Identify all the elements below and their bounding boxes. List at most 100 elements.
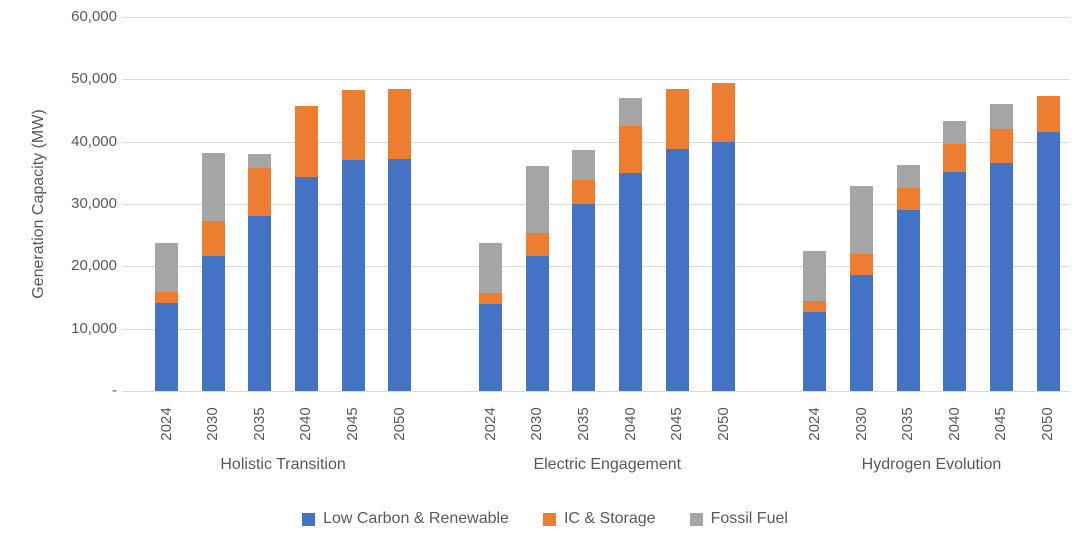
bar-segment-fossil-fuel — [155, 242, 178, 292]
bar-segment-ic-storage — [341, 89, 365, 161]
bar-segment-fossil-fuel — [803, 251, 827, 302]
legend-label: Low Carbon & Renewable — [323, 510, 509, 527]
bar-segment-low-carbon-renewable — [619, 173, 643, 391]
bar-segment-ic-storage — [619, 126, 643, 174]
bar-segment-ic-storage — [155, 291, 178, 304]
bar-segment-fossil-fuel — [989, 104, 1013, 129]
y-tick-mark — [122, 79, 131, 81]
x-tick-year-label: 2040 — [297, 407, 315, 441]
bar-segment-low-carbon-renewable — [712, 141, 736, 391]
bar-segment-ic-storage — [294, 106, 318, 178]
x-tick-year-label: 2024 — [481, 407, 499, 441]
legend-label: IC & Storage — [563, 510, 656, 527]
bar-segment-fossil-fuel — [619, 98, 643, 127]
bar-segment-low-carbon-renewable — [896, 209, 920, 391]
x-tick-year-label: 2035 — [250, 407, 268, 441]
legend-swatch — [542, 512, 556, 526]
bar-segment-ic-storage — [248, 167, 272, 217]
bar-segment-fossil-fuel — [201, 152, 225, 221]
y-tick-label: 20,000 — [71, 257, 117, 275]
bar-segment-low-carbon-renewable — [1036, 132, 1060, 391]
bar-segment-ic-storage — [525, 233, 549, 257]
bar-segment-ic-storage — [388, 89, 412, 160]
bar-segment-low-carbon-renewable — [248, 216, 272, 391]
x-tick-year-label: 2030 — [204, 407, 222, 441]
gridline — [131, 391, 1070, 392]
x-tick-year-label: 2024 — [805, 407, 823, 441]
bar-segment-fossil-fuel — [943, 121, 967, 144]
gridline — [131, 79, 1070, 81]
bar-segment-low-carbon-renewable — [388, 159, 412, 391]
bar-segment-low-carbon-renewable — [850, 275, 874, 391]
y-tick-mark — [122, 204, 131, 205]
bar-segment-low-carbon-renewable — [479, 304, 503, 391]
bar-segment-fossil-fuel — [896, 164, 920, 188]
bar-segment-ic-storage — [896, 187, 920, 210]
bar-segment-low-carbon-renewable — [341, 160, 365, 391]
bar-segment-low-carbon-renewable — [525, 256, 549, 391]
bar-segment-fossil-fuel — [572, 149, 596, 180]
bar-segment-low-carbon-renewable — [155, 303, 178, 391]
y-tick-label: 40,000 — [71, 132, 117, 150]
bar-segment-fossil-fuel — [479, 243, 503, 293]
y-tick-mark — [122, 141, 131, 143]
bar-segment-ic-storage — [989, 128, 1013, 163]
x-tick-year-label: 2035 — [574, 407, 592, 441]
x-tick-year-label: 2030 — [852, 407, 870, 441]
bar-segment-ic-storage — [572, 179, 596, 204]
bar-segment-low-carbon-renewable — [294, 177, 318, 391]
gridline — [131, 266, 1070, 268]
bar-segment-low-carbon-renewable — [572, 204, 596, 391]
bar-segment-ic-storage — [712, 83, 736, 142]
x-tick-year-label: 2050 — [390, 407, 408, 441]
legend-item: Low Carbon & Renewable — [302, 510, 509, 528]
y-tick-mark — [122, 328, 131, 330]
bar-segment-ic-storage — [201, 220, 225, 257]
gridline — [131, 204, 1070, 205]
x-tick-year-label: 2050 — [714, 407, 732, 441]
bar-segment-ic-storage — [803, 301, 827, 312]
legend: Low Carbon & Renewable IC & Storage Fossil… — [0, 510, 1090, 528]
legend-swatch — [689, 512, 703, 526]
bar-segment-low-carbon-renewable — [201, 256, 225, 391]
y-tick-label: 50,000 — [71, 70, 117, 88]
bar-segment-low-carbon-renewable — [943, 172, 967, 391]
x-tick-year-label: 2045 — [344, 407, 362, 441]
y-tick-mark — [122, 391, 131, 392]
legend-swatch — [302, 512, 316, 526]
x-tick-year-label: 2030 — [528, 407, 546, 441]
x-tick-year-label: 2050 — [1039, 407, 1057, 441]
x-group-label: Hydrogen Evolution — [861, 456, 1002, 473]
bar-segment-ic-storage — [1036, 96, 1060, 133]
x-group-label: Holistic Transition — [220, 456, 346, 473]
legend-item: Fossil Fuel — [689, 510, 788, 528]
y-tick-label: - — [112, 382, 117, 399]
bar-segment-fossil-fuel — [525, 165, 549, 234]
y-tick-label: 60,000 — [71, 8, 117, 25]
gridline — [131, 141, 1070, 143]
y-tick-mark — [122, 17, 131, 18]
x-group-label: Electric Engagement — [533, 456, 682, 473]
bar-segment-ic-storage — [850, 253, 874, 276]
bar-segment-fossil-fuel — [248, 153, 272, 168]
x-tick-year-label: 2035 — [899, 407, 917, 441]
y-tick-mark — [122, 266, 131, 268]
bar-segment-ic-storage — [479, 292, 503, 305]
x-tick-year-label: 2040 — [621, 407, 639, 441]
legend-item: IC & Storage — [542, 510, 656, 528]
y-tick-label: 10,000 — [71, 319, 117, 337]
x-tick-year-label: 2040 — [945, 407, 963, 441]
legend-label: Fossil Fuel — [710, 510, 788, 527]
bar-segment-ic-storage — [943, 143, 967, 173]
gridline — [131, 17, 1070, 18]
bar-segment-low-carbon-renewable — [665, 149, 689, 391]
x-tick-year-label: 2024 — [157, 407, 175, 441]
bar-segment-low-carbon-renewable — [803, 311, 827, 391]
bar-segment-low-carbon-renewable — [989, 162, 1013, 391]
bar-segment-ic-storage — [665, 89, 689, 150]
y-tick-label: 30,000 — [71, 195, 117, 212]
gridline — [131, 328, 1070, 330]
x-tick-year-label: 2045 — [668, 407, 686, 441]
bar-segment-fossil-fuel — [850, 185, 874, 254]
